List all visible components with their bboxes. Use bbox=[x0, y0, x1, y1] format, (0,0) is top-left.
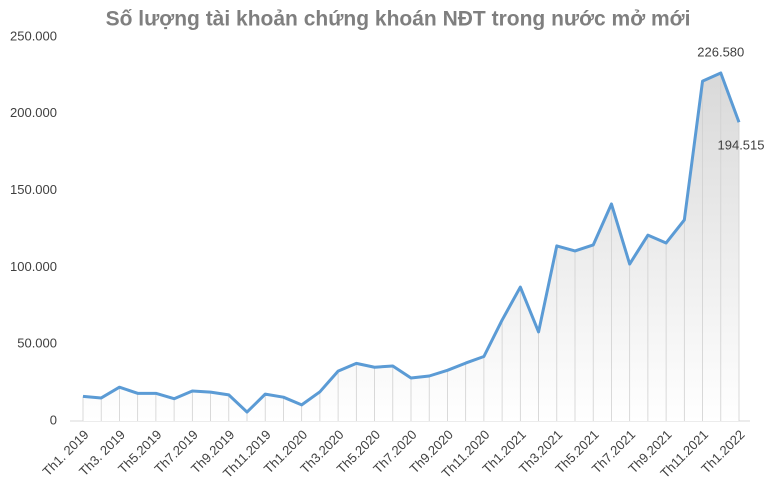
y-tick-label: 150.000 bbox=[10, 182, 57, 197]
line bbox=[82, 71, 741, 414]
y-tick-label: 200.000 bbox=[10, 105, 57, 120]
data-label: 226.580 bbox=[697, 44, 744, 59]
y-tick-label: 0 bbox=[50, 412, 57, 427]
y-tick-label: 250.000 bbox=[10, 28, 57, 43]
data-label: 194.515 bbox=[718, 138, 765, 153]
y-tick-label: 50.000 bbox=[17, 336, 57, 351]
chart-title: Số lượng tài khoản chứng khoán NĐT trong… bbox=[106, 8, 691, 31]
y-tick-label: 100.000 bbox=[10, 259, 57, 274]
